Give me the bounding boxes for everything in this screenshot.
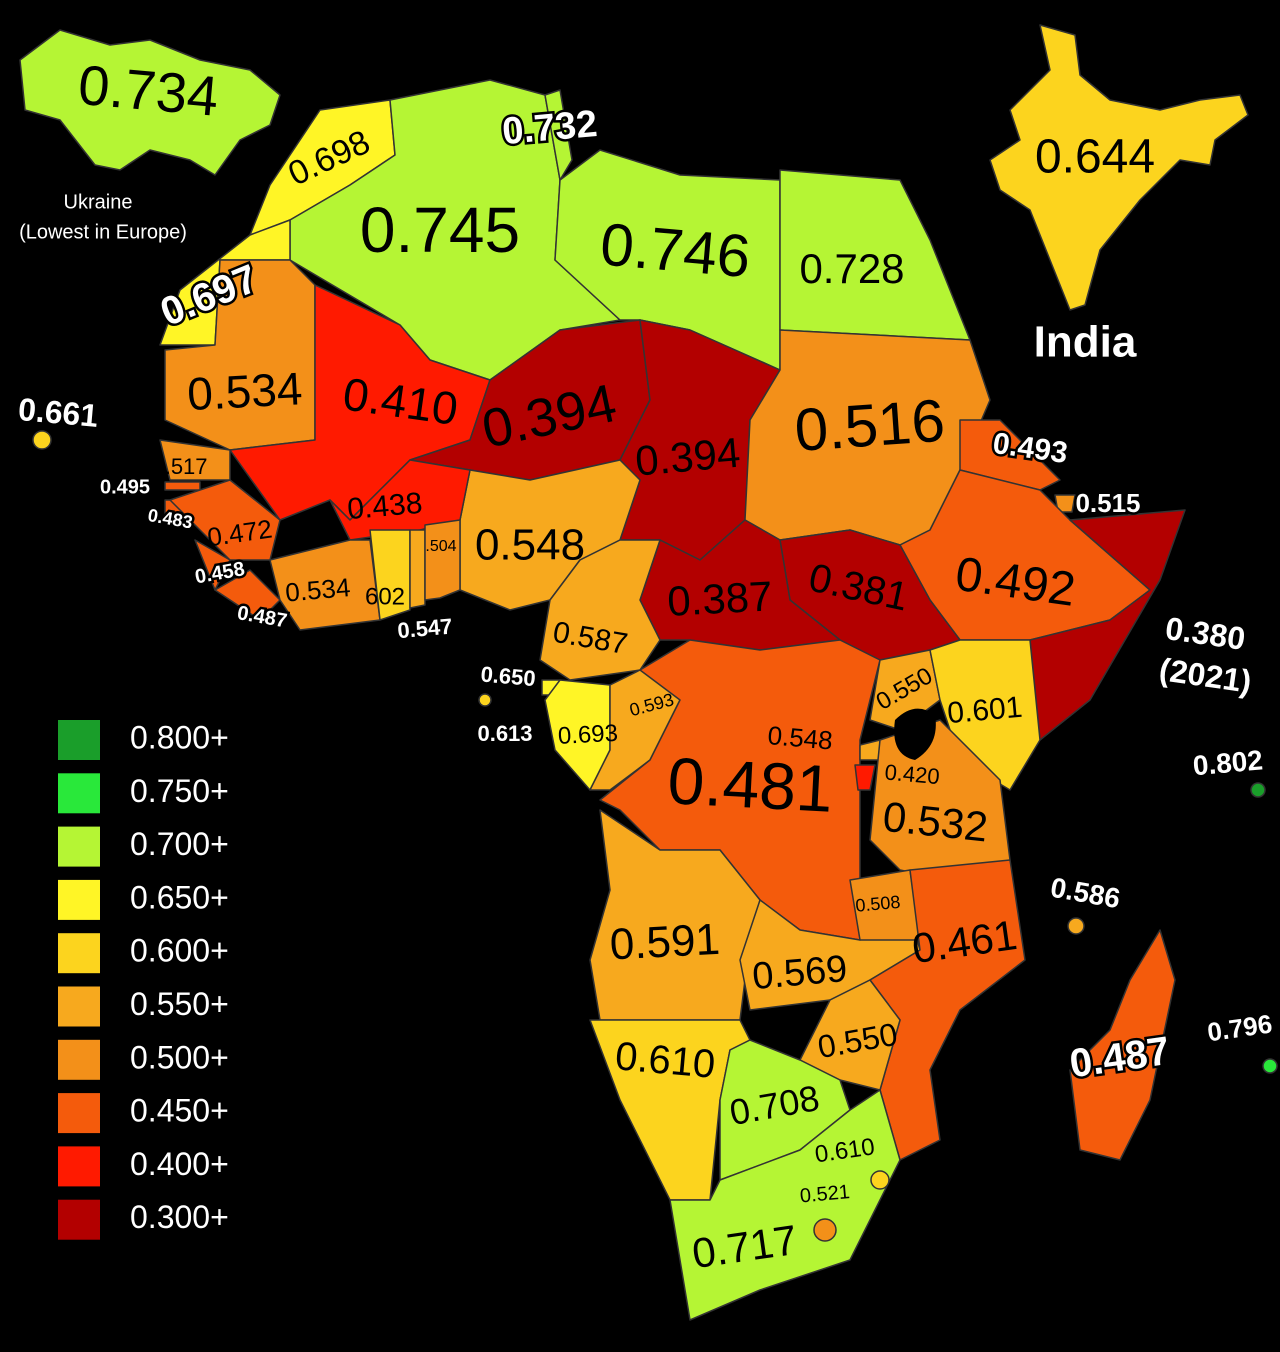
country	[424, 519, 461, 601]
inset-name: Ukraine	[64, 191, 133, 213]
country	[959, 419, 1061, 491]
legend-label: 0.650+	[130, 879, 229, 915]
country	[669, 1089, 901, 1321]
legend-label: 0.700+	[130, 826, 229, 862]
country-value: 0.650	[480, 661, 537, 691]
country	[544, 89, 573, 181]
country-value: 0.802	[1192, 744, 1265, 781]
country-value: 0.661	[17, 391, 100, 434]
legend-swatch	[58, 986, 100, 1027]
india-shape	[989, 24, 1249, 311]
country-value: 0.732	[501, 103, 599, 153]
country-value: 0.693	[557, 720, 618, 750]
country	[409, 529, 426, 609]
legend-swatch	[58, 1146, 100, 1187]
country-value: 0.610	[613, 1034, 717, 1087]
country-value: 0.481	[666, 743, 835, 826]
country	[1069, 929, 1176, 1161]
legend-swatch	[58, 1199, 100, 1240]
island	[813, 1218, 837, 1242]
country-value: 0.495	[100, 476, 150, 498]
island	[1067, 917, 1085, 935]
inset-name: India	[1034, 318, 1137, 367]
country-value: 0.591	[609, 915, 722, 970]
country	[854, 764, 876, 791]
country-value: 0.745	[360, 194, 520, 266]
country	[329, 459, 471, 541]
country	[869, 859, 1026, 1161]
country-value: 0.728	[799, 245, 904, 292]
ukraine-shape	[19, 29, 281, 176]
island	[1262, 1058, 1278, 1074]
country-value: 0.746	[598, 210, 753, 290]
legend-label: 0.300+	[130, 1199, 229, 1235]
legend-label: 0.400+	[130, 1146, 229, 1182]
country-value: 0.517	[152, 454, 207, 479]
country-value: 0.548	[766, 720, 833, 756]
legend-label: 0.450+	[130, 1093, 229, 1129]
country-value: 0.796	[1205, 1009, 1274, 1048]
legend-swatch	[58, 1039, 100, 1080]
country	[779, 169, 971, 341]
country	[194, 539, 231, 591]
country-value: 0.438	[346, 487, 424, 526]
legend-label: 0.600+	[130, 933, 229, 969]
country	[164, 481, 201, 491]
lake	[894, 708, 936, 760]
country-value: 0.532	[881, 793, 990, 851]
legend-swatch	[58, 879, 100, 920]
legend-label: 0.500+	[130, 1039, 229, 1075]
island	[32, 430, 52, 450]
country-value: 0.515	[1075, 488, 1140, 518]
country-value: 0.521	[799, 1181, 851, 1207]
country-value: 0.613	[477, 721, 532, 746]
inset-note: (Lowest in Europe)	[19, 221, 187, 243]
country	[539, 539, 661, 681]
country-value: 0.508	[855, 892, 902, 916]
legend-swatch	[58, 720, 100, 760]
legend-swatch	[58, 773, 100, 814]
legend-label: 0.750+	[130, 773, 229, 809]
legend-label: 0.550+	[130, 986, 229, 1022]
island	[478, 693, 492, 707]
country-value: 0.387	[666, 572, 773, 624]
inset-value: 0.644	[1035, 131, 1155, 184]
country-value: 0.547	[396, 613, 453, 643]
country-value: 602	[365, 583, 405, 610]
legend-swatch	[58, 933, 100, 974]
island	[1250, 782, 1266, 798]
country-value: 0.420	[884, 759, 941, 789]
country-value: 0.569	[751, 948, 849, 998]
country-value: 0.548	[475, 521, 585, 570]
country	[369, 529, 411, 621]
country-value: .504	[425, 538, 456, 555]
country-value: 0.516	[792, 387, 946, 464]
country-value: 0.534	[186, 362, 304, 420]
legend-swatch	[58, 1093, 100, 1134]
legend-label: 0.800+	[130, 719, 229, 755]
country-value: 0.534	[284, 572, 351, 608]
country-value: 0.394	[633, 429, 742, 485]
inset-value: 0.734	[76, 53, 221, 128]
country-value: 0.601	[946, 691, 1024, 730]
legend-swatch	[58, 826, 100, 867]
island	[870, 1170, 890, 1190]
